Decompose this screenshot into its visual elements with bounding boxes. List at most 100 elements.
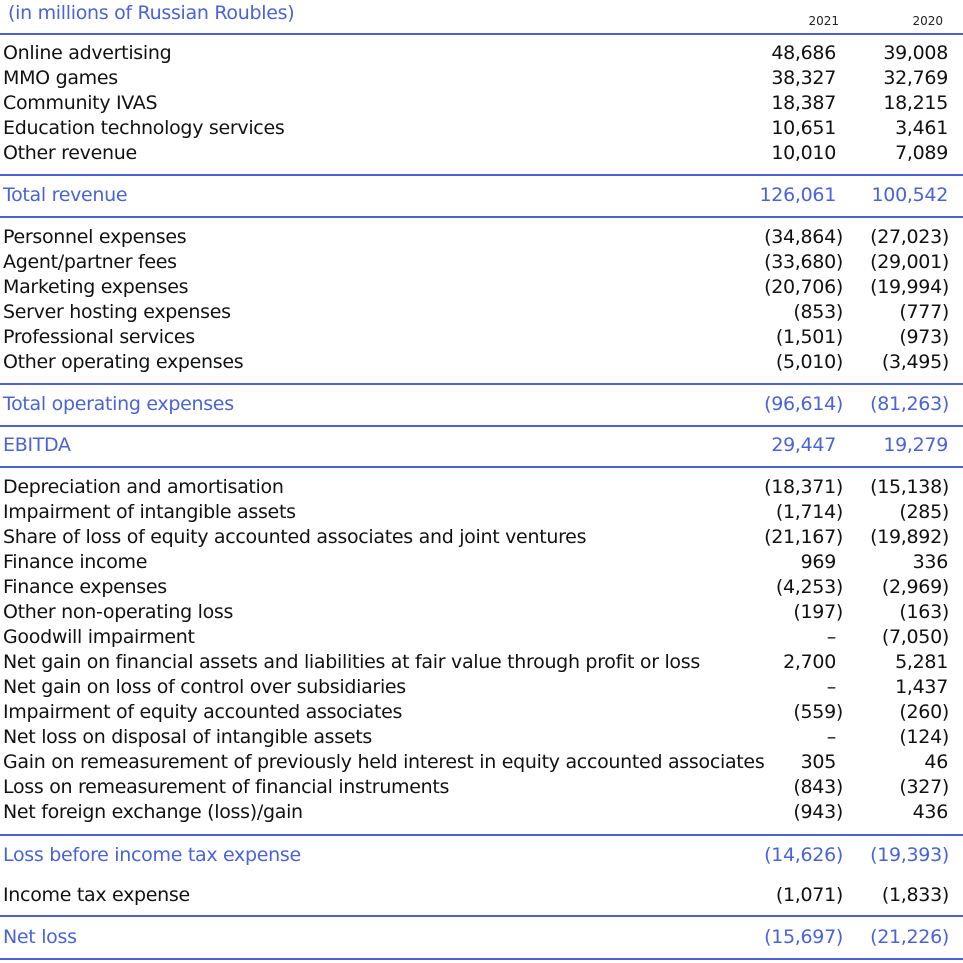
divider xyxy=(0,33,963,35)
value-2021: (4,253) xyxy=(775,576,843,598)
row-label: Gain on remeasurement of previously held… xyxy=(3,751,765,773)
row-label: Other revenue xyxy=(3,142,137,164)
value-2020: (163) xyxy=(899,601,949,623)
value-2020: 336 xyxy=(912,551,949,573)
value-2021: (33,680) xyxy=(764,251,843,273)
row-label: EBITDA xyxy=(3,434,71,456)
row-label: Finance income xyxy=(3,551,148,573)
value-2021: – xyxy=(826,626,837,648)
value-2020: 19,279 xyxy=(883,434,948,456)
revenue-row: Community IVAS 18,387 18,215 xyxy=(0,91,963,116)
value-2020: 1,437 xyxy=(895,676,948,698)
value-2020: (7,050) xyxy=(881,626,949,648)
expense-row: Other operating expenses (5,010) (3,495) xyxy=(0,350,963,375)
row-label: Other non-operating loss xyxy=(3,601,234,623)
value-2020: (3,495) xyxy=(881,351,949,373)
value-2020: (81,263) xyxy=(870,393,949,415)
revenue-row: Education technology services 10,651 3,4… xyxy=(0,116,963,141)
value-2020: (19,994) xyxy=(870,276,949,298)
value-2020: (27,023) xyxy=(870,226,949,248)
total-revenue-row: Total revenue 126,061 100,542 xyxy=(0,183,963,208)
expense-row: Agent/partner fees (33,680) (29,001) xyxy=(0,250,963,275)
value-2021: 2,700 xyxy=(783,651,836,673)
row-label: Agent/partner fees xyxy=(3,251,177,273)
value-2020: (973) xyxy=(899,326,949,348)
income-tax-row: Income tax expense (1,071) (1,833) xyxy=(0,883,963,908)
value-2020: 3,461 xyxy=(895,117,948,139)
value-2020: (19,892) xyxy=(870,526,949,548)
other-item-row: Net gain on financial assets and liabili… xyxy=(0,650,963,675)
value-2021: (21,167) xyxy=(764,526,843,548)
value-2020: 100,542 xyxy=(871,184,949,206)
value-2020: 46 xyxy=(924,751,948,773)
row-label: Net loss xyxy=(3,926,77,948)
column-header-2020: 2020 xyxy=(912,14,943,28)
value-2020: (19,393) xyxy=(870,844,949,866)
row-label: Loss on remeasurement of financial instr… xyxy=(3,776,450,798)
value-2021: 38,327 xyxy=(771,67,836,89)
value-2020: (777) xyxy=(899,301,949,323)
value-2020: (124) xyxy=(899,726,949,748)
divider xyxy=(0,174,963,176)
value-2021: (943) xyxy=(793,801,843,823)
other-item-row: Loss on remeasurement of financial instr… xyxy=(0,775,963,800)
value-2021: 305 xyxy=(800,751,837,773)
value-2020: (21,226) xyxy=(870,926,949,948)
total-operating-expenses-row: Total operating expenses (96,614) (81,26… xyxy=(0,392,963,417)
revenue-row: MMO games 38,327 32,769 xyxy=(0,66,963,91)
value-2020: 18,215 xyxy=(883,92,948,114)
value-2021: (1,501) xyxy=(775,326,843,348)
value-2021: (14,626) xyxy=(764,844,843,866)
other-item-row: Goodwill impairment – (7,050) xyxy=(0,625,963,650)
expense-row: Professional services (1,501) (973) xyxy=(0,325,963,350)
value-2021: (15,697) xyxy=(764,926,843,948)
value-2021: 48,686 xyxy=(771,42,836,64)
value-2021: (197) xyxy=(793,601,843,623)
value-2021: (853) xyxy=(793,301,843,323)
divider xyxy=(0,383,963,385)
revenue-row: Other revenue 10,010 7,089 xyxy=(0,141,963,166)
divider xyxy=(0,425,963,427)
divider xyxy=(0,466,963,468)
row-label: Marketing expenses xyxy=(3,276,189,298)
expense-row: Server hosting expenses (853) (777) xyxy=(0,300,963,325)
value-2021: (96,614) xyxy=(764,393,843,415)
row-label: Net foreign exchange (loss)/gain xyxy=(3,801,303,823)
row-label: Impairment of equity accounted associate… xyxy=(3,701,403,723)
ebitda-row: EBITDA 29,447 19,279 xyxy=(0,433,963,458)
value-2020: (15,138) xyxy=(870,476,949,498)
table-header: (in millions of Russian Roubles) 2021 20… xyxy=(0,0,963,32)
value-2021: – xyxy=(826,726,837,748)
value-2020: (29,001) xyxy=(870,251,949,273)
other-item-row: Gain on remeasurement of previously held… xyxy=(0,750,963,775)
value-2020: 7,089 xyxy=(895,142,948,164)
row-label: MMO games xyxy=(3,67,118,89)
value-2021: 29,447 xyxy=(771,434,836,456)
other-item-row: Net foreign exchange (loss)/gain (943) 4… xyxy=(0,800,963,825)
value-2021: (34,864) xyxy=(764,226,843,248)
value-2021: (18,371) xyxy=(764,476,843,498)
row-label: Online advertising xyxy=(3,42,172,64)
value-2021: 126,061 xyxy=(759,184,837,206)
row-label: Education technology services xyxy=(3,117,285,139)
row-label: Professional services xyxy=(3,326,195,348)
row-label: Total operating expenses xyxy=(3,393,234,415)
value-2020: (2,969) xyxy=(881,576,949,598)
value-2021: 10,010 xyxy=(771,142,836,164)
row-label: Net gain on loss of control over subsidi… xyxy=(3,676,406,698)
expense-row: Personnel expenses (34,864) (27,023) xyxy=(0,225,963,250)
row-label: Net gain on financial assets and liabili… xyxy=(3,651,700,673)
value-2020: (285) xyxy=(899,501,949,523)
value-2021: (559) xyxy=(793,701,843,723)
value-2020: (327) xyxy=(899,776,949,798)
divider xyxy=(0,915,963,917)
loss-before-tax-row: Loss before income tax expense (14,626) … xyxy=(0,843,963,868)
row-label: Impairment of intangible assets xyxy=(3,501,296,523)
row-label: Goodwill impairment xyxy=(3,626,195,648)
other-item-row: Impairment of intangible assets (1,714) … xyxy=(0,500,963,525)
row-label: Server hosting expenses xyxy=(3,301,231,323)
value-2021: (1,071) xyxy=(775,884,843,906)
row-label: Share of loss of equity accounted associ… xyxy=(3,526,587,548)
revenue-row: Online advertising 48,686 39,008 xyxy=(0,41,963,66)
